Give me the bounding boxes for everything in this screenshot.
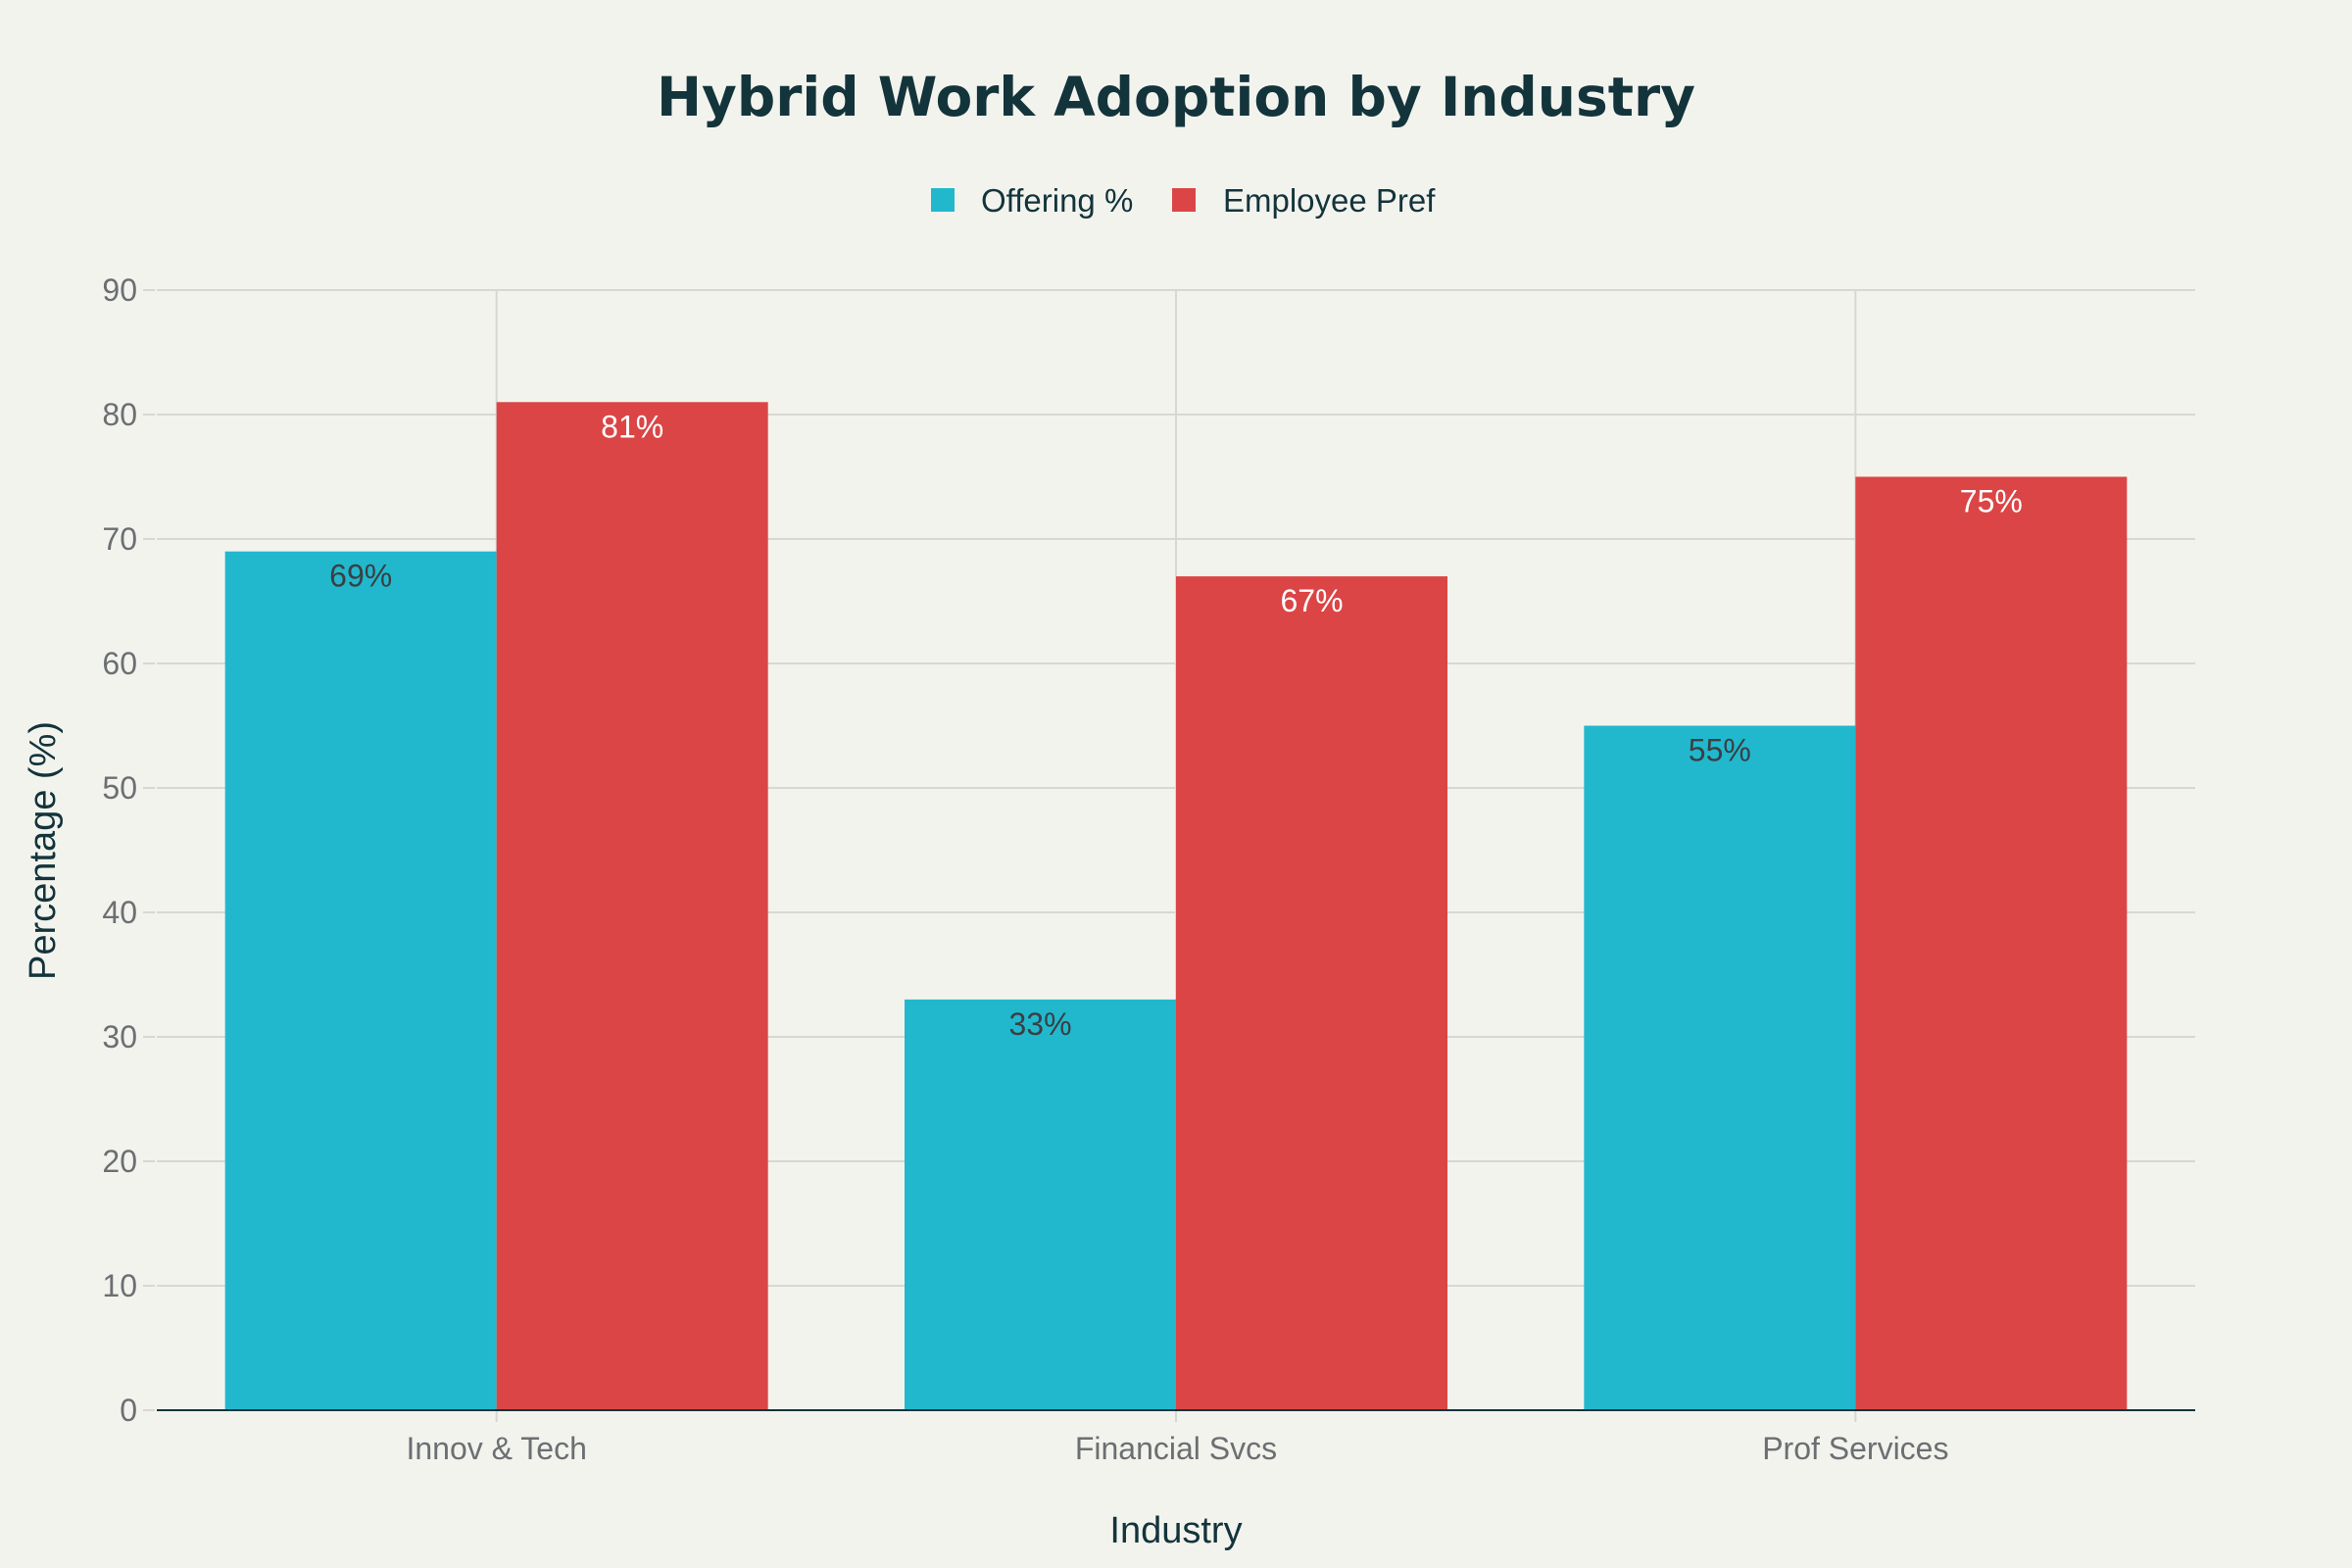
y-tick-label: 30 bbox=[102, 1019, 137, 1054]
legend-swatch-offering bbox=[931, 188, 955, 212]
y-axis-ticks: 0 10 20 30 40 50 60 70 80 90 bbox=[102, 272, 155, 1428]
bar-value-label: 33% bbox=[1008, 1006, 1071, 1042]
y-tick-label: 80 bbox=[102, 397, 137, 432]
x-axis-title: Industry bbox=[1109, 1510, 1242, 1551]
legend-label-offering: Offering % bbox=[981, 182, 1133, 219]
y-tick-label: 90 bbox=[102, 272, 137, 308]
chart-title: Hybrid Work Adoption by Industry bbox=[657, 66, 1695, 128]
y-tick-label: 20 bbox=[102, 1144, 137, 1179]
bar-value-label: 75% bbox=[1960, 484, 2023, 519]
bar-employee-pref bbox=[1176, 576, 1447, 1410]
legend-label-employee-pref: Employee Pref bbox=[1223, 182, 1436, 219]
bars bbox=[224, 402, 2128, 1410]
y-axis-title: Percentage (%) bbox=[23, 721, 64, 980]
bar-value-label: 69% bbox=[329, 559, 392, 594]
x-tick-label: Prof Services bbox=[1762, 1431, 1948, 1466]
legend: Offering % Employee Pref bbox=[931, 182, 1436, 219]
data-labels: 69% 33% 55% 81% 67% 75% bbox=[329, 409, 2023, 1042]
bar-employee-pref bbox=[496, 402, 768, 1410]
y-tick-label: 40 bbox=[102, 895, 137, 930]
bar-offering bbox=[1584, 725, 1856, 1410]
x-tick-label: Innov & Tech bbox=[406, 1431, 586, 1466]
y-tick-label: 70 bbox=[102, 521, 137, 557]
bar-offering bbox=[224, 551, 497, 1410]
bar-offering bbox=[905, 999, 1176, 1410]
bar-value-label: 67% bbox=[1280, 583, 1343, 618]
y-tick-label: 0 bbox=[120, 1393, 137, 1428]
bar-value-label: 81% bbox=[601, 409, 663, 444]
y-tick-label: 10 bbox=[102, 1268, 137, 1303]
y-tick-label: 60 bbox=[102, 646, 137, 681]
y-tick-label: 50 bbox=[102, 770, 137, 806]
x-axis-ticks: Innov & Tech Financial Svcs Prof Services bbox=[406, 1410, 1948, 1466]
x-tick-label: Financial Svcs bbox=[1075, 1431, 1277, 1466]
bar-value-label: 55% bbox=[1689, 733, 1751, 768]
legend-swatch-employee-pref bbox=[1172, 188, 1196, 212]
bar-employee-pref bbox=[1855, 476, 2128, 1410]
